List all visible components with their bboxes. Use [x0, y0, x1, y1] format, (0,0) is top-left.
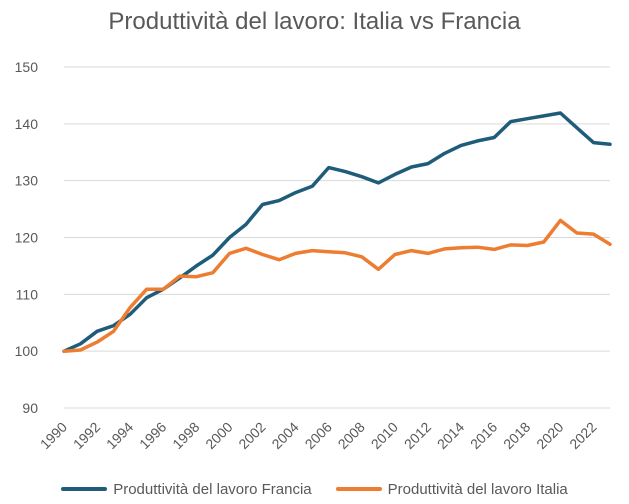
- y-tick-label: 140: [15, 116, 39, 132]
- x-tick-label: 2010: [368, 419, 401, 452]
- y-tick-label: 90: [22, 400, 38, 416]
- legend-label-italia: Produttività del lavoro Italia: [387, 480, 568, 498]
- series-line-francia: [62, 111, 612, 353]
- series-line-italia: [62, 218, 612, 353]
- y-tick-label: 120: [15, 230, 39, 246]
- x-tick-label: 2020: [533, 419, 566, 452]
- y-tick-label: 130: [15, 173, 39, 189]
- y-tick-label: 150: [15, 59, 39, 75]
- x-tick-label: 2000: [202, 419, 235, 452]
- chart-title: Produttività del lavoro: Italia vs Franc…: [108, 8, 521, 35]
- x-axis: 1990 1992 1994 1996 1998 2000 2002 2004 2006 2008…: [37, 419, 600, 452]
- x-tick-label: 1992: [70, 419, 103, 452]
- x-tick-label: 2012: [401, 419, 434, 452]
- x-tick-label: 1996: [136, 419, 169, 452]
- x-tick-label: 1990: [37, 419, 70, 452]
- y-tick-label: 100: [15, 343, 39, 359]
- x-tick-label: 2016: [467, 419, 500, 452]
- legend-swatch-italia: [335, 487, 382, 491]
- x-tick-label: 1994: [103, 419, 136, 452]
- x-tick-label: 2004: [268, 419, 301, 452]
- legend-item-italia[interactable]: Produttività del lavoro Italia: [335, 480, 568, 498]
- legend-label-francia: Produttività del lavoro Francia: [113, 480, 312, 498]
- legend: Produttività del lavoro Francia Produtti…: [0, 478, 629, 500]
- x-tick-label: 2006: [302, 419, 335, 452]
- y-axis: 90 100 110 120 130 140 150: [15, 59, 39, 416]
- x-tick-label: 1998: [169, 419, 202, 452]
- y-tick-label: 110: [16, 286, 39, 302]
- series-layer: [62, 111, 612, 353]
- legend-item-francia[interactable]: Produttività del lavoro Francia: [61, 480, 312, 498]
- x-tick-label: 2018: [500, 419, 533, 452]
- x-tick-label: 2022: [566, 419, 599, 452]
- x-tick-label: 2008: [335, 419, 368, 452]
- x-tick-label: 2002: [235, 419, 268, 452]
- x-tick-label: 2014: [434, 419, 467, 452]
- legend-swatch-francia: [61, 487, 108, 491]
